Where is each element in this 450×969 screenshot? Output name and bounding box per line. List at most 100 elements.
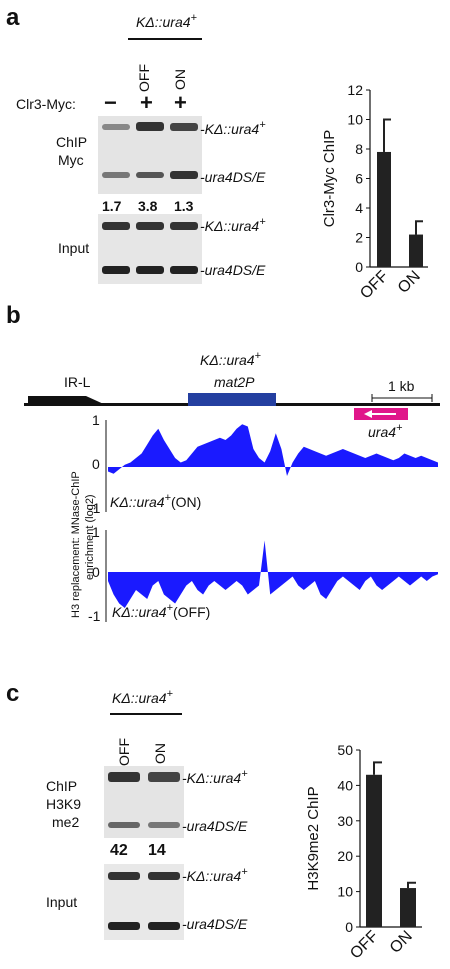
panel-b-letter: b — [6, 302, 21, 329]
panel-b-title-text: KΔ::ura4 — [200, 352, 255, 368]
panel-a-lane-on: ON — [172, 69, 188, 90]
y-axis-label: H3K9me2 ChIP — [305, 786, 322, 890]
gel-band — [136, 122, 164, 131]
gel-band — [170, 123, 198, 131]
track-off-label-sup: + — [166, 602, 173, 614]
y-tick-label: 10 — [347, 112, 363, 128]
panel-b-irl-label: IR-L — [64, 374, 91, 390]
panel-c-ratio-1: 42 — [110, 842, 128, 859]
panel-c-chip-label-1: ChIP — [46, 778, 78, 794]
panel-c-chip-label-2: H3K9 — [46, 796, 82, 812]
panel-c-input-band-top: -KΔ::ura4+ — [182, 866, 248, 884]
panel-a-input-band-top: -KΔ::ura4+ — [200, 216, 266, 234]
mat2p-box — [188, 393, 276, 406]
panel-a-sign-2: + — [140, 90, 153, 115]
bar-off — [366, 774, 382, 927]
panel-a-input-band-top-text: KΔ::ura4 — [204, 218, 260, 234]
panel-a-input-gel — [98, 214, 202, 284]
panel-c-lane-off: OFF — [116, 738, 132, 766]
panel-a-ratio-2: 3.8 — [138, 198, 158, 214]
panel-b-tracks — [105, 420, 438, 622]
panel-a-strain-text: KΔ::ura4 — [136, 14, 191, 30]
panel-a-chip-label-2: Myc — [58, 152, 84, 168]
panel-c-band-top-text: KΔ::ura4 — [186, 770, 242, 786]
panel-a-band-top-text: KΔ::ura4 — [204, 121, 260, 137]
gel-band — [108, 922, 140, 930]
panel-b-locus-map — [24, 393, 440, 420]
gel-band — [136, 222, 164, 230]
gel-band — [102, 222, 130, 230]
panel-a-input-band-bottom-text: ura4DS/E — [204, 262, 266, 278]
panel-c-band-top: -KΔ::ura4+ — [182, 768, 248, 786]
panel-c-strain-label: KΔ::ura4+ — [112, 688, 173, 706]
panel-c-strain-sup: + — [166, 688, 173, 700]
panel-b-ura4-label: ura4+ — [368, 422, 402, 440]
track-on-tick-0: 0 — [92, 456, 100, 472]
panel-c-band-top-sup: + — [241, 768, 248, 780]
panel-c-band-bottom: -ura4DS/E — [182, 818, 248, 834]
y-tick-label: 50 — [337, 742, 353, 758]
y-tick-label: 20 — [337, 848, 353, 864]
gel-band — [108, 822, 140, 828]
gel-band — [148, 772, 180, 782]
y-tick-label: 8 — [355, 141, 363, 157]
panel-a-band-top-sup: + — [259, 119, 266, 131]
panel-a-input-band-bottom: -ura4DS/E — [200, 262, 266, 278]
gel-band — [170, 222, 198, 230]
panel-c-band-bottom-text: ura4DS/E — [186, 818, 248, 834]
gel-band — [148, 922, 180, 930]
track-off-tick-neg1: -1 — [88, 608, 101, 624]
bar-on — [400, 888, 416, 927]
y-tick-label: 30 — [337, 813, 353, 829]
panel-c-strain-underline — [110, 713, 182, 715]
panel-b-track-on-label: KΔ::ura4+(ON) — [110, 492, 201, 510]
x-tick-label: ON — [395, 268, 424, 297]
track-off-signal — [108, 540, 438, 608]
panel-b-ylabel-1: H3 replacement: MNase-ChIP — [70, 471, 82, 618]
panel-a-band-bottom: -ura4DS/E — [200, 169, 266, 185]
panel-c-strain-text: KΔ::ura4 — [112, 690, 167, 706]
gel-band — [136, 266, 164, 274]
track-on-signal — [108, 424, 438, 476]
panel-a-input-band-top-sup: + — [259, 216, 266, 228]
panel-b-track-off-label: KΔ::ura4+(OFF) — [112, 602, 211, 620]
panel-a-input-label: Input — [58, 240, 90, 256]
panel-c-ratio-2: 14 — [148, 842, 166, 859]
bar-off — [377, 151, 391, 267]
panel-b-ura4-text: ura4 — [368, 424, 397, 440]
panel-a-strain-label: KΔ::ura4+ — [136, 12, 197, 30]
panel-c-input-label: Input — [46, 894, 78, 910]
gel-band — [108, 772, 140, 782]
panel-a-ratio-3: 1.3 — [174, 198, 194, 214]
panel-c-input-band-top-sup: + — [241, 866, 248, 878]
panel-a-letter: a — [6, 4, 20, 31]
panel-b-title-sup: + — [254, 350, 261, 362]
track-off-label-text: KΔ::ura4 — [112, 604, 167, 620]
panel-a-sign-1: − — [104, 90, 117, 115]
track-on-label-sup: + — [164, 492, 171, 504]
track-off-label-suffix: (OFF) — [172, 604, 211, 620]
panel-a-sign-3: + — [174, 90, 187, 115]
ura4-arrow-head — [364, 410, 372, 418]
panel-c-input-band-bottom-text: ura4DS/E — [186, 916, 248, 932]
panel-c-input-band-top-text: KΔ::ura4 — [186, 868, 242, 884]
y-tick-label: 40 — [337, 777, 353, 793]
y-tick-label: 0 — [345, 919, 353, 935]
gel-band — [170, 171, 198, 179]
panel-a-strain-underline — [128, 38, 202, 40]
gel-band — [170, 266, 198, 274]
track-off-tick-0: 0 — [92, 564, 100, 580]
panel-a-strain-sup: + — [190, 12, 197, 24]
gel-band — [108, 872, 140, 880]
irl-arrow — [28, 396, 108, 406]
y-tick-label: 4 — [355, 200, 363, 216]
panel-c-input-band-bottom: -ura4DS/E — [182, 916, 248, 932]
panel-c-lane-on: ON — [152, 743, 168, 764]
track-off-tick-1: 1 — [92, 524, 100, 540]
y-tick-label: 6 — [355, 171, 363, 187]
panel-a-ratio-1: 1.7 — [102, 198, 122, 214]
bar-on — [409, 234, 423, 267]
gel-band — [102, 124, 130, 130]
